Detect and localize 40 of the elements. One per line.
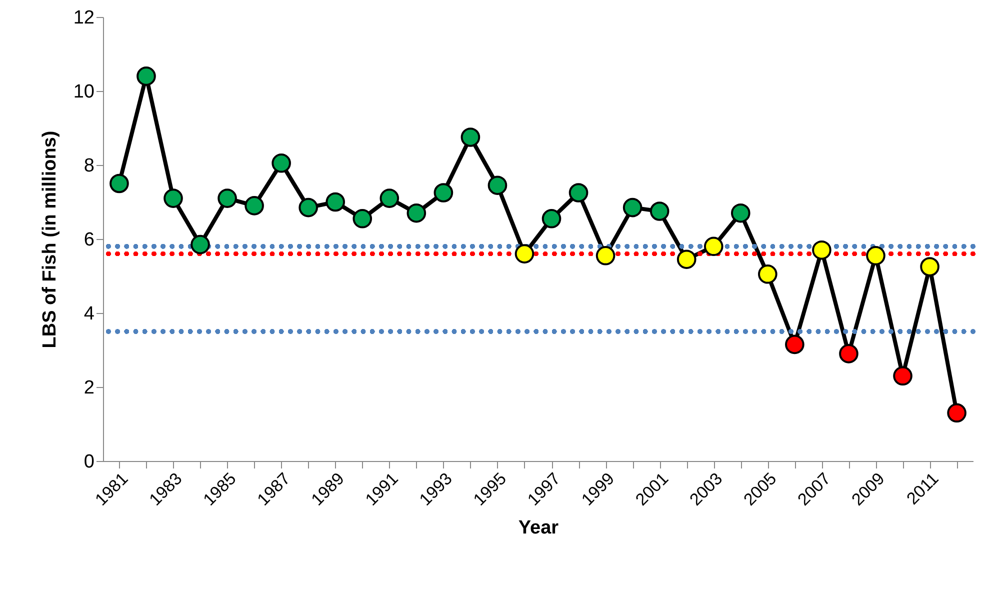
point xyxy=(730,203,750,223)
point xyxy=(920,257,940,276)
point xyxy=(568,183,588,202)
x-axis-title: Year xyxy=(518,518,560,539)
point xyxy=(622,198,642,218)
point xyxy=(190,234,210,254)
point xyxy=(839,344,858,364)
point xyxy=(434,183,454,202)
point xyxy=(272,154,291,173)
point xyxy=(380,188,400,208)
point xyxy=(488,176,508,195)
point xyxy=(298,198,318,218)
point xyxy=(866,246,886,266)
point xyxy=(218,188,237,208)
point xyxy=(514,244,534,264)
point xyxy=(542,209,562,228)
point xyxy=(947,403,966,423)
point xyxy=(406,203,426,223)
y-tick-label: 6 xyxy=(84,230,94,250)
point xyxy=(244,196,264,216)
point xyxy=(164,188,183,208)
y-tick-label: 2 xyxy=(84,378,94,398)
point xyxy=(460,128,480,147)
point xyxy=(812,240,832,260)
point xyxy=(650,202,670,221)
y-axis-title: LBS of Fish (in millions) xyxy=(39,130,60,348)
point xyxy=(758,264,778,284)
point xyxy=(893,366,912,386)
point xyxy=(352,209,372,228)
point xyxy=(110,174,129,194)
point xyxy=(136,66,156,86)
point xyxy=(326,192,346,212)
point xyxy=(596,246,616,266)
y-tick-label: 12 xyxy=(73,8,94,28)
y-tick-label: 0 xyxy=(84,452,94,472)
y-tick-label: 8 xyxy=(84,156,94,176)
point xyxy=(785,334,804,354)
y-tick-label: 10 xyxy=(73,82,94,102)
y-tick-label: 4 xyxy=(84,304,95,324)
point xyxy=(676,250,696,269)
